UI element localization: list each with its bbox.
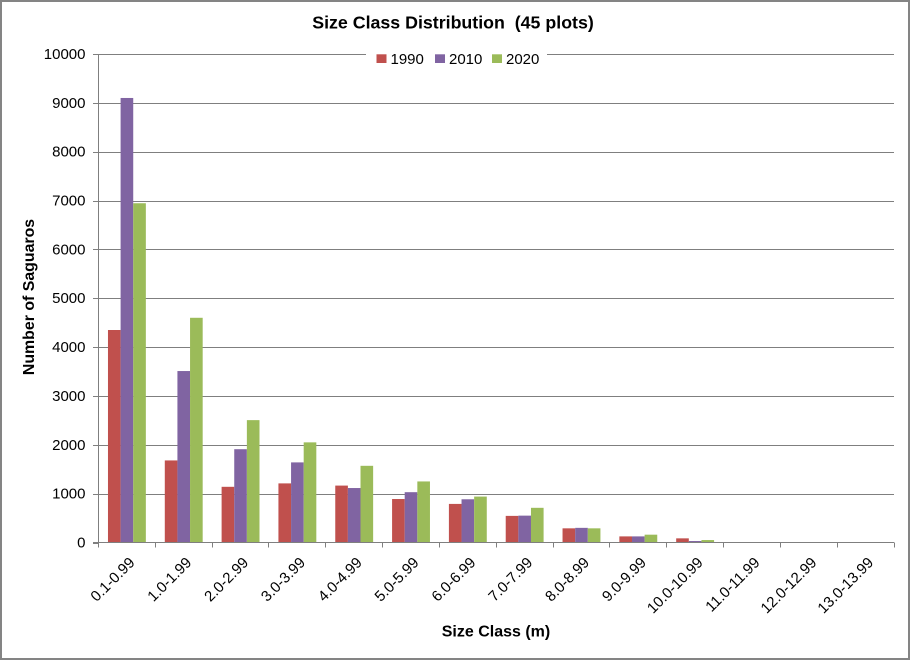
svg-text:7000: 7000 xyxy=(52,193,85,210)
svg-text:2000: 2000 xyxy=(52,437,85,454)
svg-text:Number of Saguaros: Number of Saguaros xyxy=(21,219,38,375)
svg-text:Size Class (m): Size Class (m) xyxy=(442,624,550,641)
svg-text:2020: 2020 xyxy=(506,51,539,68)
svg-text:10000: 10000 xyxy=(44,46,86,63)
svg-text:0: 0 xyxy=(77,535,85,552)
svg-text:5000: 5000 xyxy=(52,290,85,307)
svg-text:3000: 3000 xyxy=(52,388,85,405)
svg-text:1000: 1000 xyxy=(52,486,85,503)
svg-text:9000: 9000 xyxy=(52,95,85,112)
svg-text:2010: 2010 xyxy=(449,51,482,68)
svg-text:Size Class Distribution (45 p: Size Class Distribution (45 plots) xyxy=(312,13,594,33)
svg-text:4000: 4000 xyxy=(52,339,85,356)
svg-text:8000: 8000 xyxy=(52,144,85,161)
svg-text:1990: 1990 xyxy=(391,51,424,68)
svg-text:6000: 6000 xyxy=(52,241,85,258)
